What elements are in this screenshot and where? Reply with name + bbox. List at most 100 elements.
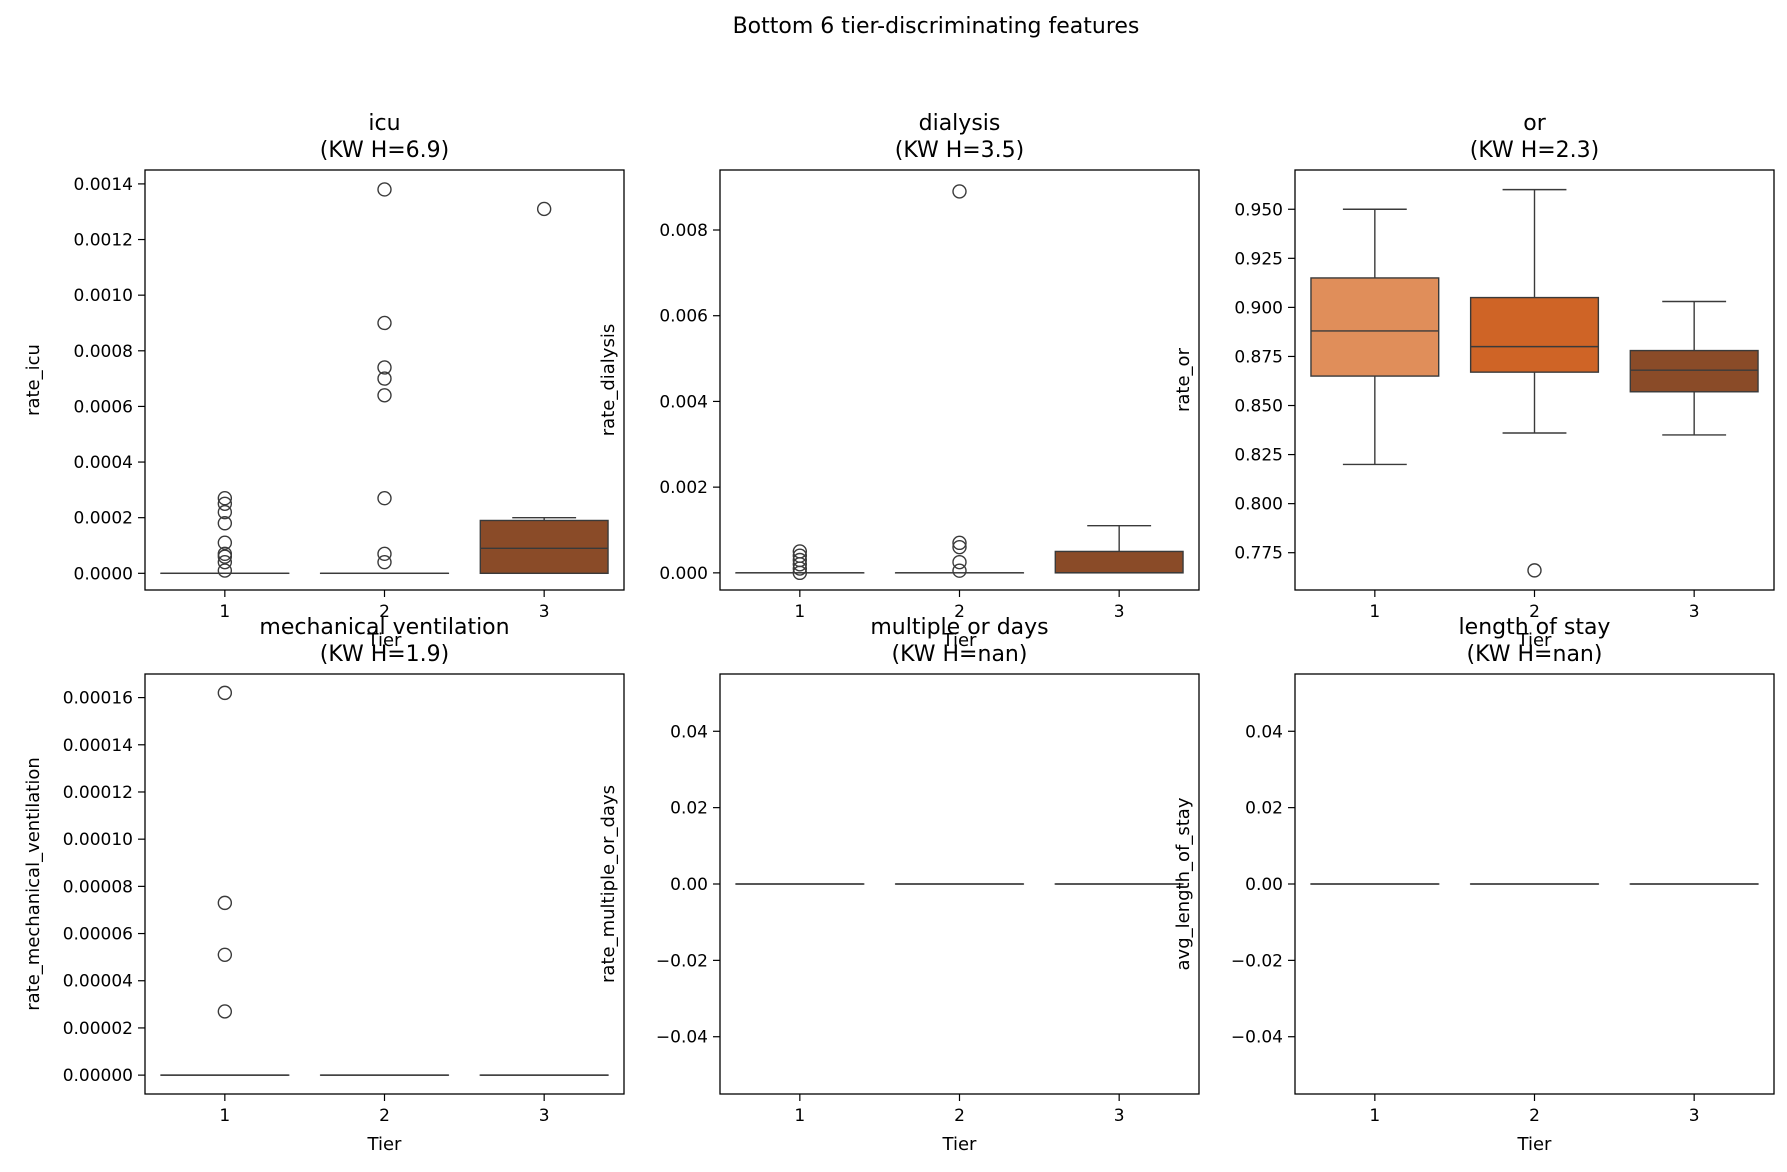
x-axis-label: Tier [367,630,403,651]
y-tick-label: 0.000 [659,564,708,584]
x-tick-label: 3 [1114,602,1125,622]
outlier-point [217,554,233,570]
y-tick-label: 0.002 [659,478,708,498]
y-axis-label: rate_mechanical_ventilation [23,757,44,1011]
box-body [1469,296,1600,373]
outlier-point [377,554,392,570]
subplot-subtitle: (KW H=nan) [892,642,1028,667]
y-tick-label: 0.0000 [74,564,133,584]
subplot-subtitle: (KW H=6.9) [320,138,450,163]
subplot-title: length of stay [1459,615,1611,640]
box-tier-2 [1469,188,1600,578]
x-axis-label: Tier [1517,1134,1553,1155]
axes-frame [144,673,625,1095]
x-tick-label: 1 [1369,602,1380,622]
outlier-point [217,947,233,962]
y-tick-label: −0.02 [1231,951,1283,971]
x-axis-label: Tier [942,630,978,651]
box-tier-1 [160,685,290,1076]
outlier-point [217,516,233,531]
axes-frame [719,169,1200,591]
box-tier-2 [319,182,450,575]
x-axis-label: Tier [367,1134,403,1155]
y-tick-label: −0.02 [656,951,708,971]
y-tick-label: 0.00 [1245,875,1283,895]
outlier-point [217,504,233,520]
subplot-5: multiple or days(KW H=nan) −0.04 −0.02 0.00… [598,615,1200,1155]
outlier-point [952,184,967,199]
axes-frame [1294,673,1775,1095]
outlier-point [536,201,552,217]
x-tick-label: 1 [219,1106,230,1126]
x-tick-label: 2 [1529,602,1540,622]
subplot-1: icu(KW H=6.9) 0.0000 0.0002 0.0004 0.0006 0.0… [23,111,625,651]
x-tick-label: 1 [794,602,805,622]
outlier-point [377,388,392,403]
y-tick-label: 0.00012 [63,783,133,803]
subplot-2: dialysis(KW H=3.5) 0.000 0.002 0.004 0.006 0.… [598,111,1200,651]
y-tick-label: 0.875 [1234,347,1283,367]
box-tier-1 [160,491,290,578]
y-tick-label: 0.04 [1245,722,1283,742]
axes-frame [144,169,625,591]
outlier-point [377,491,392,506]
y-tick-label: 0.0010 [74,286,133,306]
box-body [479,519,609,575]
y-tick-label: 0.04 [670,722,708,742]
y-tick-label: 0.00010 [63,830,133,850]
y-tick-label: 0.00002 [63,1019,133,1039]
x-tick-label: 2 [954,1106,965,1126]
y-tick-label: 0.00016 [63,689,133,709]
y-tick-label: −0.04 [1231,1028,1283,1048]
y-axis-label: rate_dialysis [598,324,619,436]
outlier-point [1527,563,1542,578]
outlier-point [377,371,392,386]
y-axis-label: rate_or [1173,347,1194,412]
y-tick-label: 0.006 [659,307,708,327]
outlier-point [952,563,967,578]
y-tick-label: 0.800 [1234,495,1283,515]
figure-title: Bottom 6 tier-discriminating features [733,14,1140,39]
y-tick-label: 0.0002 [74,509,133,529]
outlier-point [952,535,967,551]
y-tick-label: 0.02 [1245,799,1283,819]
y-tick-label: 0.825 [1234,446,1283,466]
outlier-point [792,544,808,559]
y-tick-label: 0.02 [670,799,708,819]
y-tick-label: 0.0008 [74,342,133,362]
subplot-title: dialysis [919,111,1001,136]
subplot-title: multiple or days [870,615,1048,640]
outlier-point [217,685,233,701]
box-tier-1 [1310,208,1440,466]
y-tick-label: 0.775 [1234,544,1283,564]
outlier-point [217,546,233,562]
y-tick-label: 0.0006 [74,397,133,417]
y-tick-label: 0.900 [1234,298,1283,318]
x-tick-label: 1 [794,1106,805,1126]
subplot-6: length of stay(KW H=nan) −0.04 −0.02 0.00 0.… [1173,615,1775,1155]
x-tick-label: 2 [1529,1106,1540,1126]
y-axis-label: rate_multiple_or_days [598,785,619,983]
x-tick-label: 2 [379,1106,390,1126]
subplot-title: or [1523,111,1546,136]
x-tick-label: 1 [1369,1106,1380,1126]
x-tick-label: 1 [219,602,230,622]
x-tick-label: 3 [539,602,550,622]
y-tick-label: 0.008 [659,221,708,241]
x-axis-label: Tier [942,1134,978,1155]
y-tick-label: 0.00006 [63,925,133,945]
outlier-point [377,546,392,562]
x-tick-label: 3 [1689,602,1700,622]
subplot-subtitle: (KW H=nan) [1467,642,1603,667]
subplot-title: icu [368,111,400,136]
x-tick-label: 2 [954,602,965,622]
y-axis-label: avg_length_of_stay [1173,797,1194,970]
outlier-point [952,554,967,570]
y-tick-label: 0.00004 [63,972,133,992]
axes-frame [719,673,1200,1095]
y-tick-label: 0.950 [1234,200,1283,220]
box-body [1054,550,1184,574]
box-tier-2 [894,184,1025,578]
box-tier-1 [735,544,865,581]
